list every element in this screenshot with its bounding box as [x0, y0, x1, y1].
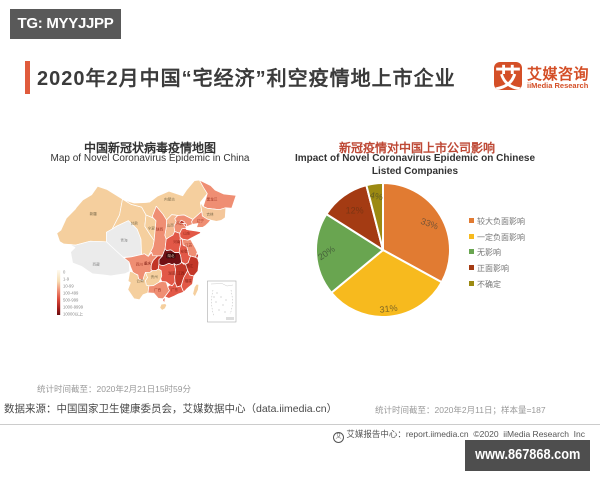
svg-text:黑龙江: 黑龙江 — [207, 197, 218, 202]
svg-text:12%: 12% — [346, 205, 364, 215]
svg-text:山西: 山西 — [167, 222, 175, 227]
svg-text:重庆: 重庆 — [144, 261, 152, 266]
svg-text:吉林: 吉林 — [206, 212, 214, 217]
svg-text:1000-9999: 1000-9999 — [63, 305, 84, 310]
svg-text:福建: 福建 — [185, 278, 193, 283]
svg-text:31%: 31% — [379, 303, 398, 315]
svg-text:10000以上: 10000以上 — [63, 311, 83, 317]
svg-text:甘肃: 甘肃 — [131, 221, 139, 226]
svg-text:内蒙古: 内蒙古 — [164, 196, 175, 201]
svg-text:0: 0 — [63, 270, 66, 275]
svg-text:500-999: 500-999 — [63, 298, 79, 303]
svg-text:江苏: 江苏 — [185, 243, 193, 248]
svg-text:江西: 江西 — [177, 271, 185, 276]
svg-text:宁夏: 宁夏 — [148, 225, 156, 230]
svg-text:四川: 四川 — [136, 263, 144, 267]
svg-text:山东: 山东 — [183, 231, 191, 236]
svg-text:青海: 青海 — [120, 237, 128, 242]
svg-text:湖北: 湖北 — [167, 253, 175, 258]
svg-text:广东: 广东 — [171, 287, 179, 292]
svg-text:西藏: 西藏 — [93, 262, 101, 267]
svg-text:云南: 云南 — [137, 278, 145, 283]
svg-text:辽宁: 辽宁 — [197, 218, 205, 223]
svg-text:100-499: 100-499 — [63, 291, 79, 296]
svg-text:新疆: 新疆 — [90, 211, 98, 216]
svg-text:安徽: 安徽 — [181, 249, 189, 254]
svg-text:4%: 4% — [369, 190, 384, 202]
svg-text:河南: 河南 — [173, 239, 181, 244]
svg-text:广西: 广西 — [154, 287, 162, 292]
svg-text:浙江: 浙江 — [186, 263, 194, 268]
svg-text:10-99: 10-99 — [63, 284, 74, 289]
svg-text:1-9: 1-9 — [63, 277, 70, 282]
svg-text:湖南: 湖南 — [168, 271, 176, 276]
svg-text:陕西: 陕西 — [156, 226, 164, 231]
svg-text:贵州: 贵州 — [151, 274, 159, 279]
svg-text:河北: 河北 — [176, 221, 184, 226]
